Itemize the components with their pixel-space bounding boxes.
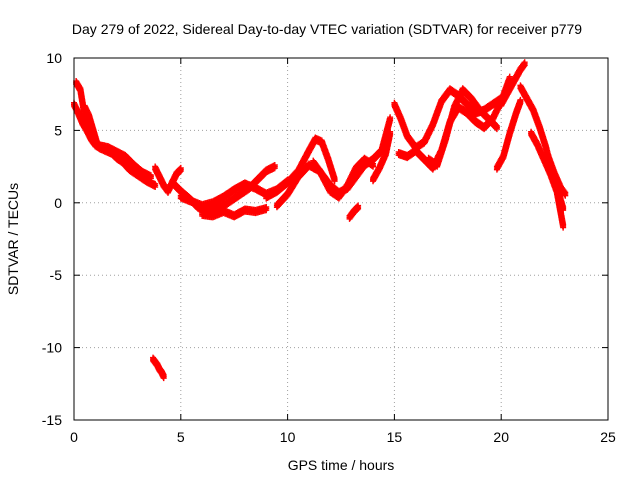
data-point <box>271 165 278 172</box>
y-tick-label: 5 <box>54 122 62 138</box>
x-tick-label: 15 <box>387 429 403 445</box>
x-tick-label: 25 <box>600 429 616 445</box>
x-tick-label: 10 <box>280 429 296 445</box>
x-tick-label: 5 <box>177 429 185 445</box>
y-axis-label: SDTVAR / TECUs <box>5 183 21 295</box>
data-point <box>331 178 338 185</box>
series-track-h <box>263 134 338 202</box>
data-point <box>147 175 154 182</box>
data-points <box>71 59 569 382</box>
grid <box>74 58 608 420</box>
y-tick-label: -10 <box>42 340 62 356</box>
y-tick-label: 10 <box>46 50 62 66</box>
x-tick-label: 0 <box>70 429 78 445</box>
series-track-g <box>199 203 270 221</box>
y-tick-label: -15 <box>42 412 62 428</box>
data-point <box>263 207 270 214</box>
y-tick-label: 0 <box>54 195 62 211</box>
data-point <box>152 184 159 191</box>
data-point <box>94 143 101 150</box>
x-axis-label: GPS time / hours <box>288 457 395 473</box>
y-tick-label: -5 <box>50 267 63 283</box>
x-tick-label: 20 <box>493 429 509 445</box>
data-point <box>177 168 184 175</box>
series-track-c <box>81 102 101 150</box>
chart-title: Day 279 of 2022, Sidereal Day-to-day VTE… <box>72 21 582 37</box>
